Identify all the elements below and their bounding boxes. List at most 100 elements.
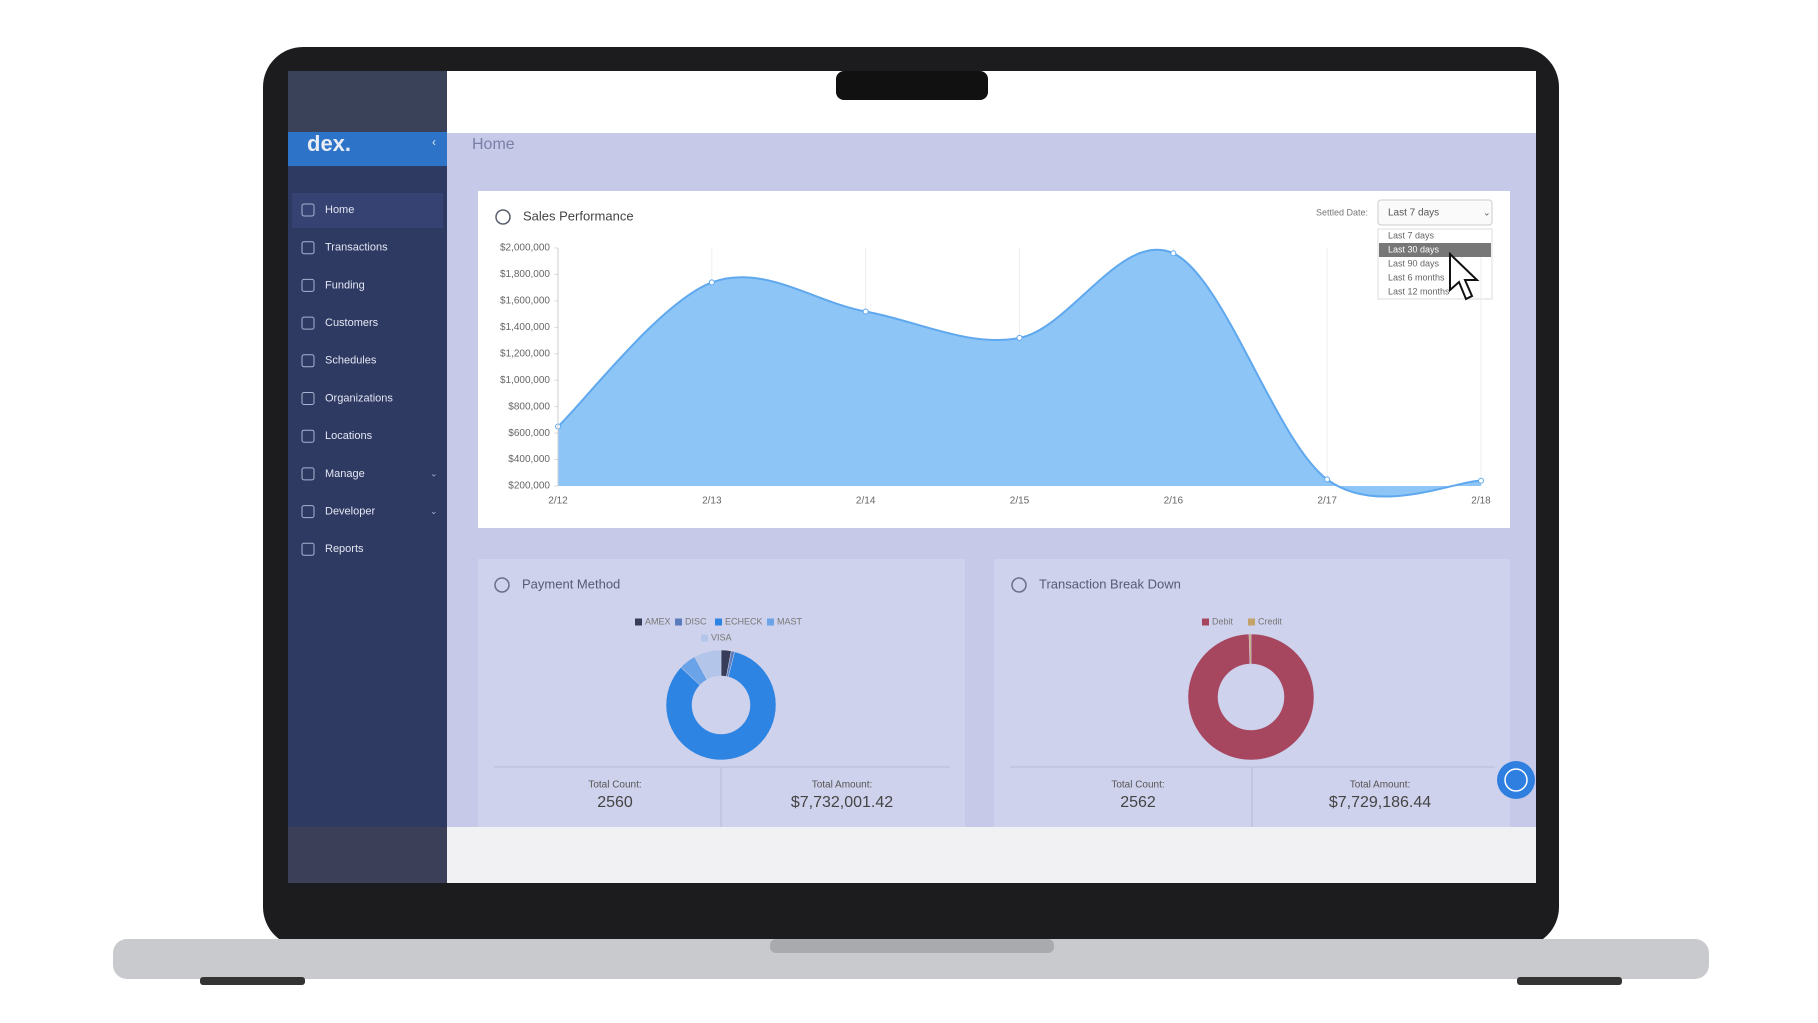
logo: dex. — [307, 131, 351, 156]
area — [558, 249, 1481, 497]
dropdown-option[interactable]: Last 90 days — [1388, 258, 1440, 268]
legend-swatch — [1202, 618, 1209, 626]
x-tick-label: 2/15 — [1010, 496, 1030, 507]
option-highlight — [1379, 243, 1491, 257]
laptop-base — [113, 939, 1709, 979]
nav-item[interactable]: Customers — [325, 317, 379, 329]
nav-item[interactable]: Home — [325, 204, 354, 216]
camera-notch — [836, 71, 988, 100]
legend-label: ECHECK — [725, 616, 763, 626]
card-title: Payment Method — [522, 576, 620, 591]
dropdown-option[interactable]: Last 6 months — [1388, 272, 1445, 282]
legend-label: VISA — [711, 632, 732, 642]
logo-bar — [288, 132, 447, 166]
donut-slice — [1187, 633, 1315, 761]
legend-swatch — [715, 618, 722, 626]
total-label: Total Amount: — [812, 780, 873, 791]
nav-icon — [301, 505, 315, 519]
x-tick-label: 2/16 — [1164, 496, 1184, 507]
nav-icon — [301, 354, 315, 368]
legend-swatch — [1248, 618, 1255, 626]
cursor — [1449, 251, 1480, 301]
x-tick-label: 2/13 — [702, 496, 722, 507]
legend-label: DISC — [685, 616, 707, 626]
nav-item[interactable]: Locations — [325, 430, 373, 442]
x-tick-label: 2/14 — [856, 496, 876, 507]
collapse[interactable]: ‹ — [432, 135, 436, 149]
y-tick-label: $2,000,000 — [500, 243, 550, 254]
total-value: $7,732,001.42 — [791, 794, 893, 811]
sidebar-bottom — [288, 827, 447, 883]
dropdown-option[interactable]: Last 7 days — [1388, 230, 1435, 240]
dropdown-menu — [1377, 228, 1493, 300]
donut-slice — [665, 651, 777, 761]
nav-icon — [301, 278, 315, 292]
total-value: $7,729,186.44 — [1329, 794, 1431, 811]
nav-icon — [301, 429, 315, 443]
nav-chevron: ⌄ — [430, 506, 438, 516]
y-tick-label: $1,000,000 — [500, 375, 550, 386]
dropdown-value: Last 7 days — [1388, 208, 1439, 219]
point — [1016, 334, 1023, 341]
y-tick-label: $1,400,000 — [500, 322, 550, 333]
donut-slice — [694, 649, 722, 680]
sidebar-top — [288, 71, 447, 132]
legend-swatch — [675, 618, 682, 626]
card-icon — [1011, 577, 1027, 593]
point — [1478, 477, 1484, 484]
laptop-foot — [200, 977, 305, 985]
nav-icon — [301, 392, 315, 405]
dropdown-option[interactable]: Last 30 days — [1388, 244, 1440, 254]
info-button[interactable] — [1497, 761, 1535, 799]
laptop-foot — [1517, 977, 1622, 985]
nav-item[interactable]: Schedules — [325, 355, 377, 367]
nav-item[interactable]: Transactions — [325, 242, 388, 254]
dropdown[interactable] — [1377, 199, 1493, 226]
y-tick-label: $1,800,000 — [500, 269, 550, 280]
nav-icon — [301, 467, 315, 481]
page-title: Home — [472, 136, 515, 153]
legend-swatch — [767, 618, 774, 626]
card-icon — [494, 577, 510, 593]
y-tick-label: $200,000 — [508, 481, 550, 492]
point — [1324, 476, 1331, 483]
card-icon — [495, 209, 511, 225]
point — [708, 279, 715, 286]
point — [862, 308, 869, 315]
point — [1170, 250, 1177, 257]
donut-slice — [1248, 633, 1252, 665]
y-tick-label: $600,000 — [508, 428, 550, 439]
footer-area — [447, 827, 1536, 883]
laptop-notch-base — [770, 939, 1054, 953]
legend-swatch — [635, 618, 642, 626]
nav-item[interactable]: Organizations — [325, 392, 393, 404]
total-label: Total Amount: — [1350, 780, 1411, 791]
y-tick-label: $800,000 — [508, 401, 550, 412]
total-label: Total Count: — [588, 780, 641, 791]
legend-label: Credit — [1258, 616, 1283, 626]
nav-item[interactable]: Developer — [325, 506, 375, 518]
y-tick-label: $400,000 — [508, 454, 550, 465]
card-title: Sales Performance — [523, 208, 634, 223]
legend-swatch — [701, 634, 708, 642]
x-tick-label: 2/18 — [1471, 496, 1491, 507]
info-icon — [1504, 768, 1528, 792]
nav-icon — [301, 316, 315, 330]
total-label: Total Count: — [1111, 780, 1164, 791]
legend-label: AMEX — [645, 616, 671, 626]
nav-item[interactable]: Manage — [325, 468, 365, 480]
total-value: 2562 — [1120, 794, 1156, 811]
y-tick-label: $1,600,000 — [500, 296, 550, 307]
nav-icon — [301, 203, 315, 217]
card-title: Transaction Break Down — [1039, 576, 1181, 591]
dropdown-option[interactable]: Last 12 months — [1388, 286, 1450, 296]
dropdown-label: Settled Date: — [1316, 207, 1368, 217]
nav-active — [292, 193, 443, 228]
y-tick-label: $1,200,000 — [500, 348, 550, 359]
legend-label: Debit — [1212, 616, 1234, 626]
legend-label: MAST — [777, 616, 803, 626]
sidebar — [288, 71, 447, 883]
nav-item[interactable]: Reports — [325, 543, 364, 555]
nav-item[interactable]: Funding — [325, 279, 365, 291]
